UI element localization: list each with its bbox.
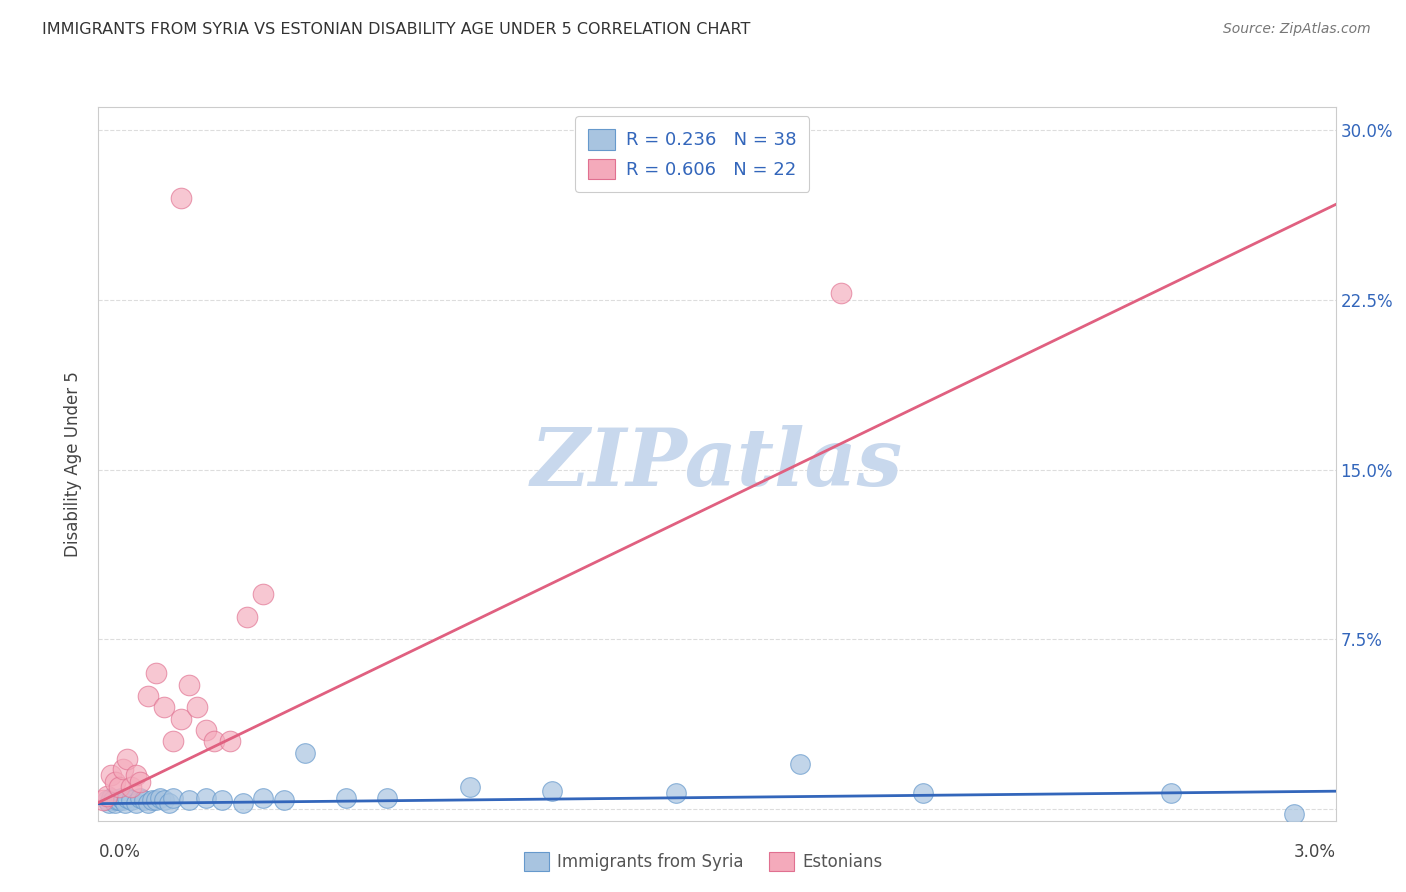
Point bbox=[162, 734, 184, 748]
Point bbox=[1160, 787, 1182, 801]
Point bbox=[97, 796, 120, 810]
Point bbox=[458, 780, 481, 794]
Point bbox=[252, 791, 274, 805]
Point bbox=[236, 609, 259, 624]
Point bbox=[375, 791, 398, 805]
Point bbox=[100, 791, 122, 805]
Point bbox=[120, 793, 142, 807]
Point bbox=[149, 791, 172, 805]
Text: 0.0%: 0.0% bbox=[98, 843, 141, 861]
Point bbox=[194, 723, 217, 737]
Point bbox=[104, 796, 127, 810]
Legend: Immigrants from Syria, Estonians: Immigrants from Syria, Estonians bbox=[516, 843, 890, 880]
Point bbox=[186, 700, 208, 714]
Point bbox=[179, 678, 201, 692]
Point bbox=[110, 791, 132, 805]
Point bbox=[830, 285, 852, 300]
Point bbox=[335, 791, 357, 805]
Point bbox=[104, 775, 127, 789]
Text: Source: ZipAtlas.com: Source: ZipAtlas.com bbox=[1223, 22, 1371, 37]
Point bbox=[96, 789, 118, 803]
Point bbox=[124, 796, 146, 810]
Legend: R = 0.236   N = 38, R = 0.606   N = 22: R = 0.236 N = 38, R = 0.606 N = 22 bbox=[575, 116, 810, 192]
Point bbox=[100, 768, 122, 782]
Point bbox=[108, 780, 131, 794]
Point bbox=[912, 787, 935, 801]
Point bbox=[202, 734, 225, 748]
Point bbox=[117, 752, 139, 766]
Point bbox=[114, 796, 136, 810]
Point bbox=[108, 793, 131, 807]
Point bbox=[179, 793, 201, 807]
Point bbox=[112, 793, 135, 807]
Point bbox=[117, 791, 139, 805]
Point bbox=[112, 762, 135, 776]
Point bbox=[153, 700, 176, 714]
Point bbox=[665, 787, 688, 801]
Point bbox=[1284, 806, 1306, 821]
Point bbox=[128, 775, 150, 789]
Point bbox=[153, 793, 176, 807]
Point bbox=[96, 793, 118, 807]
Point bbox=[252, 587, 274, 601]
Point bbox=[141, 793, 163, 807]
Point bbox=[170, 712, 193, 726]
Point bbox=[136, 689, 159, 703]
Point bbox=[789, 757, 811, 772]
Y-axis label: Disability Age Under 5: Disability Age Under 5 bbox=[65, 371, 83, 557]
Point bbox=[91, 793, 114, 807]
Text: IMMIGRANTS FROM SYRIA VS ESTONIAN DISABILITY AGE UNDER 5 CORRELATION CHART: IMMIGRANTS FROM SYRIA VS ESTONIAN DISABI… bbox=[42, 22, 751, 37]
Point bbox=[128, 791, 150, 805]
Point bbox=[162, 791, 184, 805]
Point bbox=[232, 796, 254, 810]
Point bbox=[124, 768, 146, 782]
Point bbox=[101, 793, 124, 807]
Point bbox=[219, 734, 242, 748]
Point bbox=[132, 793, 155, 807]
Point bbox=[157, 796, 180, 810]
Point bbox=[170, 191, 193, 205]
Point bbox=[294, 746, 316, 760]
Point bbox=[120, 780, 142, 794]
Point bbox=[145, 666, 167, 681]
Point bbox=[211, 793, 233, 807]
Point bbox=[194, 791, 217, 805]
Point bbox=[273, 793, 295, 807]
Text: ZIPatlas: ZIPatlas bbox=[531, 425, 903, 502]
Point bbox=[136, 796, 159, 810]
Text: 3.0%: 3.0% bbox=[1294, 843, 1336, 861]
Point bbox=[541, 784, 564, 798]
Point bbox=[105, 793, 128, 807]
Point bbox=[145, 793, 167, 807]
